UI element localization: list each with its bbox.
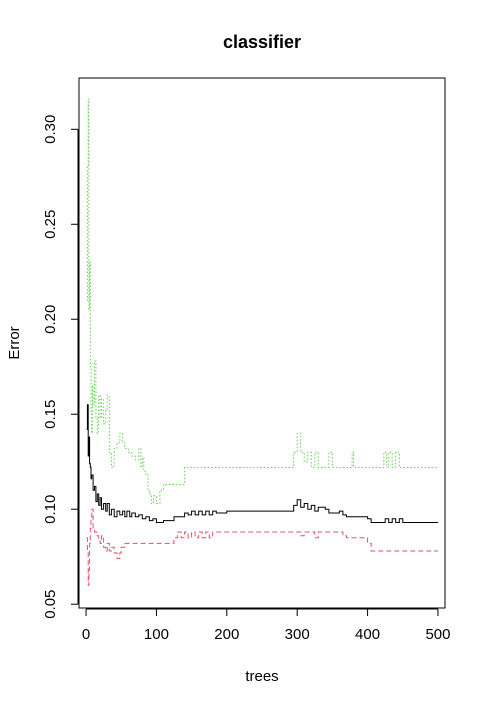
y-tick-label: 0.05: [42, 590, 59, 619]
y-tick-label: 0.15: [42, 400, 59, 429]
x-tick-label: 0: [82, 626, 90, 643]
y-tick-label: 0.10: [42, 495, 59, 524]
y-tick-label: 0.25: [42, 210, 59, 239]
chart-title: classifier: [223, 32, 301, 52]
y-axis-label: Error: [6, 326, 23, 359]
series-line-1: [86, 404, 438, 523]
x-tick-label: 400: [355, 626, 380, 643]
y-axis: 0.05 0.10 0.15 0.20 0.25 0.30: [42, 115, 79, 619]
y-tick-label: 0.30: [42, 115, 59, 144]
plot-frame: [78, 77, 446, 609]
series-line-3: [86, 98, 438, 504]
series-line-2: [86, 508, 438, 586]
x-tick-label: 300: [285, 626, 310, 643]
x-axis: 0 100 200 300 400 500: [82, 608, 450, 643]
x-tick-label: 100: [144, 626, 169, 643]
y-tick-label: 0.20: [42, 305, 59, 334]
series-layer: [86, 98, 438, 586]
x-tick-label: 500: [425, 626, 450, 643]
x-axis-label: trees: [245, 668, 278, 685]
x-tick-label: 200: [214, 626, 239, 643]
